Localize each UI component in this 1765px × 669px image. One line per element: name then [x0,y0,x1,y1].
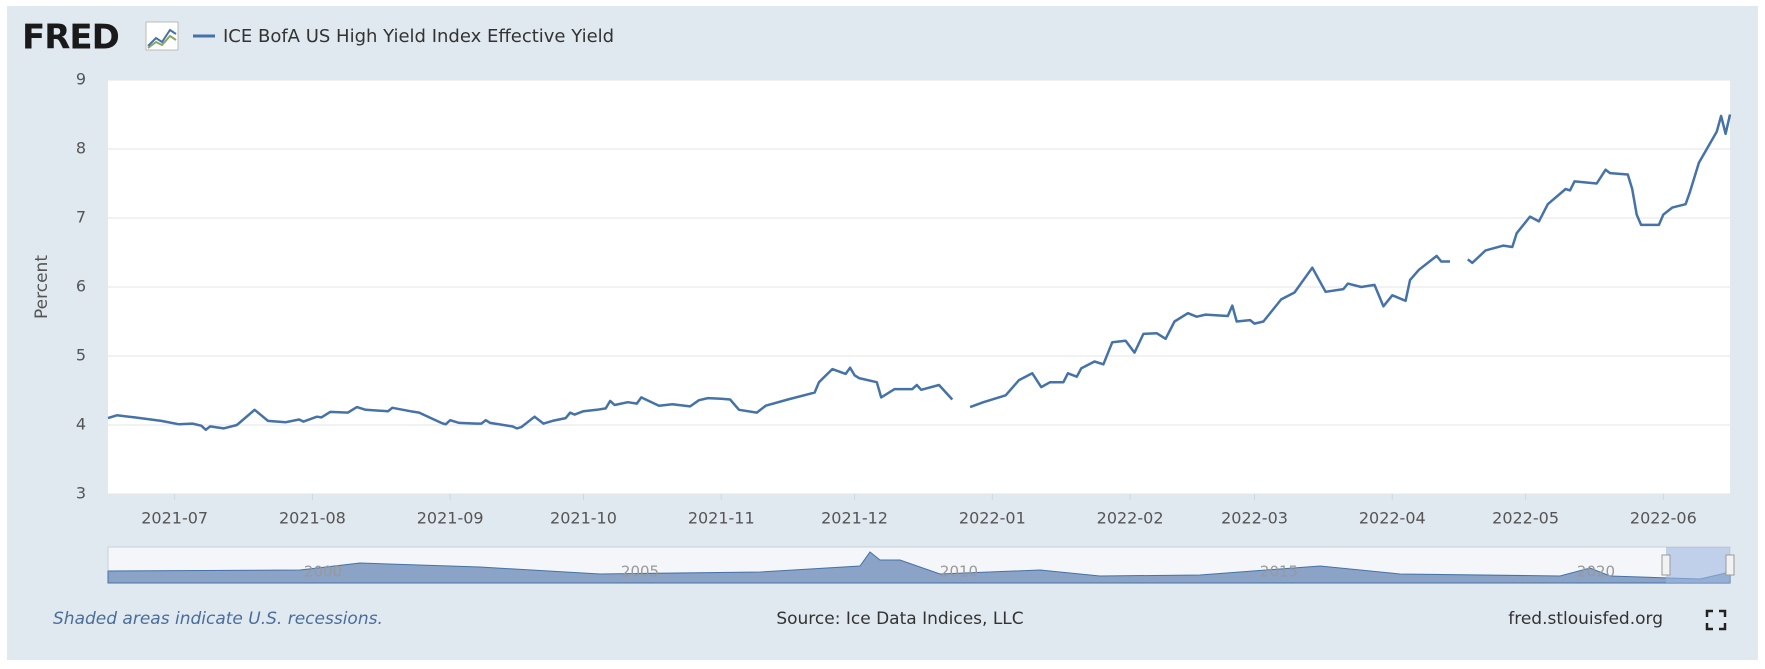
x-tick-label: 2022-02 [1097,509,1164,528]
series-line [107,114,1732,432]
navigator: 2000 2005 2010 2015 2020 [107,546,1735,584]
navigator-label: 2010 [940,563,978,581]
y-tick-label: 7 [76,208,86,227]
site-link[interactable]: fred.stlouisfed.org [1508,609,1663,629]
navigator-label: 2000 [304,563,342,581]
y-tick-label: 3 [76,484,86,503]
source: Source: Ice Data Indices, LLC [776,609,1023,629]
y-tick-label: 6 [76,277,86,296]
x-tick-label: 2022-04 [1359,509,1426,528]
x-tick-label: 2022-06 [1630,509,1697,528]
navigator-label: 2020 [1577,563,1615,581]
recession-note: Shaded areas indicate U.S. recessions. [53,609,383,629]
y-tick-label: 8 [76,139,86,158]
logo-icon [145,21,179,51]
x-tick-label: 2021-09 [417,509,484,528]
x-tick-label: 2022-03 [1221,509,1288,528]
x-tick-label: 2021-12 [821,509,888,528]
x-tick-label: 2021-10 [550,509,617,528]
y-tick-label: 4 [76,415,86,434]
legend-label: ICE BofA US High Yield Index Effective Y… [223,26,614,47]
navigator-label: 2005 [621,563,659,581]
x-tick-label: 2021-11 [688,509,755,528]
y-axis-label: Percent [32,255,52,319]
logo: FRED [22,18,119,58]
y-tick-label: 5 [76,346,86,365]
x-tick-label: 2022-01 [959,509,1026,528]
navigator-label: 2015 [1260,563,1298,581]
fullscreen-icon[interactable] [1705,609,1727,631]
x-tick-label: 2021-08 [279,509,346,528]
x-tick-label: 2022-05 [1492,509,1559,528]
y-tick-label: 9 [76,70,86,89]
x-tick-label: 2021-07 [141,509,208,528]
